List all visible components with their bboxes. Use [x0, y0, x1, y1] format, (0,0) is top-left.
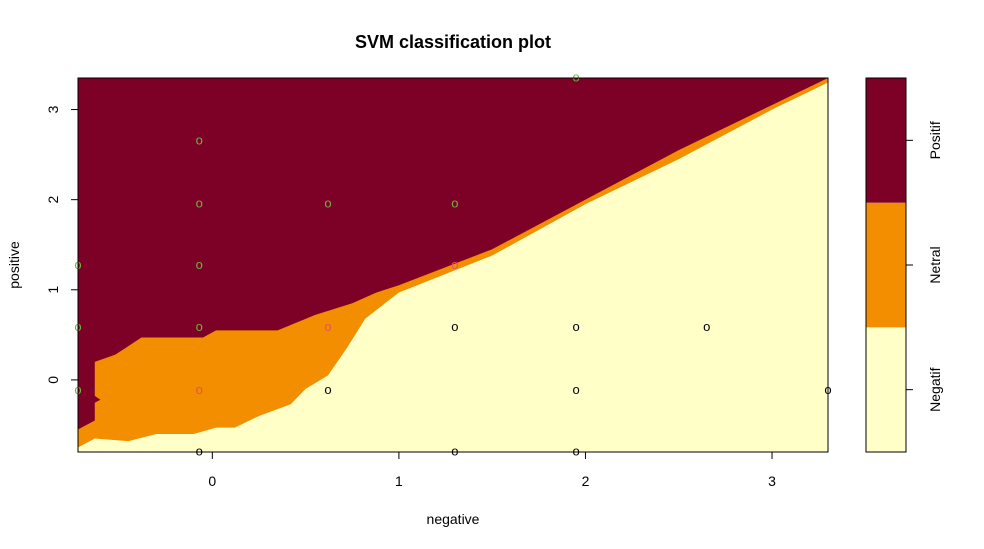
- y-axis-label: positive: [6, 241, 22, 289]
- positif-region: [78, 78, 828, 430]
- x-tick-label-2: 2: [582, 473, 590, 489]
- legend-swatch-positif: [866, 78, 906, 203]
- point-negatif-8: o: [573, 443, 580, 458]
- point-positif-7: o: [196, 319, 203, 334]
- point-negatif-3: o: [324, 382, 331, 397]
- legend-swatch-negatif: [866, 327, 906, 452]
- plot-area: oooooooooooooooooooooo: [74, 69, 831, 458]
- point-positif-3: o: [451, 196, 458, 211]
- x-tick-label-1: 1: [395, 473, 403, 489]
- y-axis: 0 1 2 3: [45, 105, 79, 384]
- legend-label-positif: Positif: [927, 121, 943, 159]
- point-negatif-7: o: [451, 443, 458, 458]
- legend-frame: [865, 77, 907, 453]
- legend-label-netral: Netral: [927, 246, 943, 283]
- x-tick-label-3: 3: [768, 473, 776, 489]
- point-negatif-6: o: [196, 443, 203, 458]
- point-positif-4: o: [196, 257, 203, 272]
- point-positif-9: o: [573, 69, 580, 84]
- y-tick-label-0: 0: [45, 376, 61, 384]
- legend-label-negatif: Negatif: [927, 367, 943, 411]
- point-negatif-2: o: [703, 319, 710, 334]
- x-tick-label-0: 0: [208, 473, 216, 489]
- y-tick-label-1: 1: [45, 286, 61, 294]
- x-axis-label: negative: [427, 511, 480, 527]
- point-negatif-0: o: [451, 319, 458, 334]
- chart-title: SVM classification plot: [355, 32, 551, 52]
- x-axis: 0 1 2 3: [208, 451, 776, 489]
- point-netral-2: o: [196, 382, 203, 397]
- legend-swatch-netral: [866, 202, 906, 328]
- point-negatif-4: o: [573, 382, 580, 397]
- positif-region-notch: [78, 384, 101, 412]
- point-positif-1: o: [196, 196, 203, 211]
- y-tick-label-2: 2: [45, 196, 61, 204]
- y-tick-label-3: 3: [45, 105, 61, 113]
- point-negatif-1: o: [573, 319, 580, 334]
- legend: Negatif Netral Positif: [865, 77, 943, 453]
- point-netral-0: o: [451, 257, 458, 272]
- point-positif-2: o: [324, 196, 331, 211]
- point-netral-1: o: [324, 319, 331, 334]
- point-positif-0: o: [196, 133, 203, 148]
